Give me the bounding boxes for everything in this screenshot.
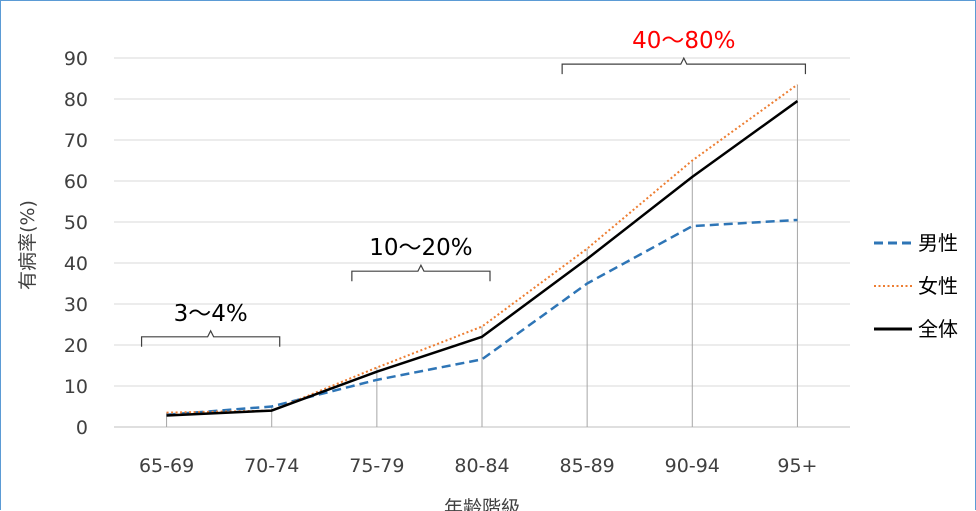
y-tick-labels: 0 10 20 30 40 50 60 70 80 90: [64, 48, 88, 439]
y-tick-40: 40: [64, 253, 88, 275]
drop-lines: [166, 84, 798, 427]
x-tick-85-89: 85-89: [560, 455, 615, 477]
y-tick-60: 60: [64, 171, 88, 193]
grid-lines: [114, 57, 850, 428]
bracket-3: [561, 56, 807, 75]
y-axis-title: 有病率(%): [17, 200, 39, 290]
bracket-2: [351, 263, 491, 282]
x-tick-65-69: 65-69: [139, 455, 194, 477]
annotation-label-2: 10～20%: [369, 235, 472, 261]
x-tick-labels: 65-69 70-74 75-79 80-84 85-89 90-94 95+: [139, 455, 818, 477]
range-annotations: 3～4% 10～20% 40～80%: [140, 28, 807, 347]
y-tick-10: 10: [64, 376, 88, 398]
legend-label-2: 女性: [918, 274, 958, 298]
x-tick-75-79: 75-79: [349, 455, 404, 477]
x-tick-90-94: 90-94: [665, 455, 720, 477]
series-lines: [166, 83, 799, 417]
y-tick-0: 0: [76, 417, 88, 439]
series-line-3: [166, 100, 799, 417]
y-tick-20: 20: [64, 335, 88, 357]
y-tick-50: 50: [64, 212, 88, 234]
y-tick-90: 90: [64, 48, 88, 70]
x-tick-80-84: 80-84: [454, 455, 509, 477]
x-tick-95-: 95+: [777, 455, 817, 477]
y-tick-70: 70: [64, 130, 88, 152]
series-line-1: [166, 218, 798, 416]
legend-label-3: 全体: [918, 317, 958, 341]
annotation-label-3: 40～80%: [632, 28, 735, 54]
y-tick-30: 30: [64, 294, 88, 316]
legend-label-1: 男性: [918, 231, 958, 255]
x-axis-title: 年齢階級: [444, 497, 520, 511]
y-tick-80: 80: [64, 89, 88, 111]
x-tick-70-74: 70-74: [244, 455, 299, 477]
annotation-label-1: 3～4%: [174, 301, 248, 327]
bracket-1: [140, 329, 281, 347]
